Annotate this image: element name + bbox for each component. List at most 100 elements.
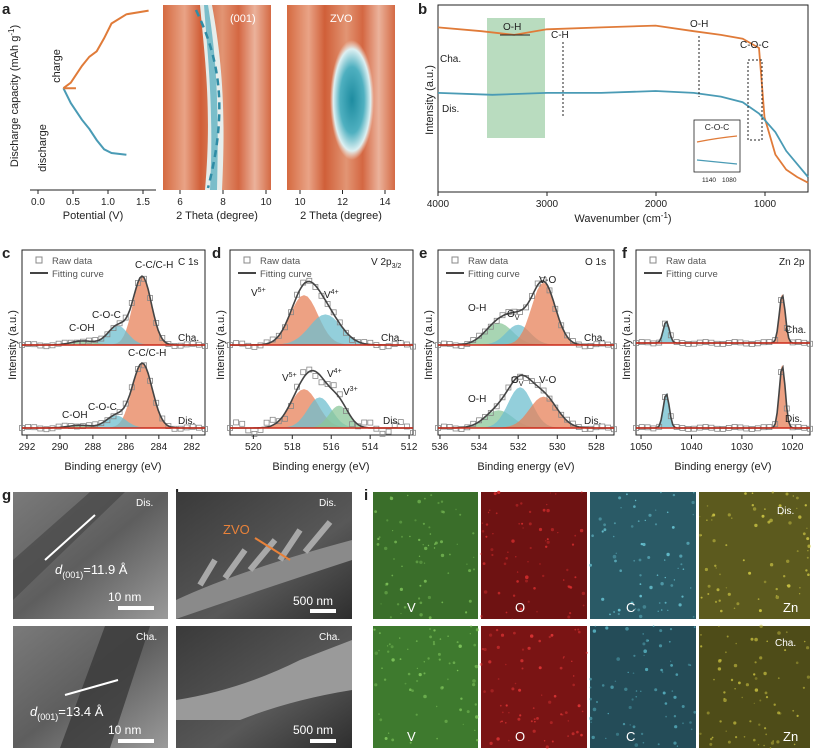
h-dis-scalebar [310,609,336,613]
eds-speckle [660,609,663,611]
eds-speckle [765,733,768,736]
eds-speckle [436,737,438,740]
xps-f-component [654,393,679,429]
eds-speckle [538,666,542,670]
xps-e-raw-point [546,395,553,402]
xps-d-raw-point [306,277,313,284]
xps-e-raw-point [540,277,547,283]
eds-speckle [634,499,637,502]
eds-speckle [759,624,763,628]
xps-e-raw-point [611,426,617,433]
xps-d-raw-point [300,369,307,376]
g-dis-scalebar [118,606,154,610]
eds-speckle [374,651,378,655]
c-xlabel: Binding energy (eV) [64,461,161,473]
eds-speckle [792,709,795,712]
eds-speckle [456,543,458,545]
map1-xticks: 6 8 10 [177,190,272,208]
eds-speckle [754,523,758,528]
eds-speckle [428,526,431,529]
b-inset-dis [696,159,738,165]
eds-speckle [670,664,673,667]
xps-e-tick-label: 536 [432,442,449,453]
eds-speckle [660,582,664,586]
xps-d-tick-label: 516 [323,442,340,453]
xps-e-tick-label: 534 [471,442,488,453]
eds-speckle [639,594,642,598]
eds-speckle [714,564,717,567]
xps-f-raw-point [702,339,709,345]
i-dis-v: V [407,600,416,615]
eds-speckle [745,683,750,687]
eds-speckle [474,665,476,667]
eds-speckle [459,708,462,712]
eds-speckle [605,737,607,740]
eds-speckle [492,533,494,535]
eds-dis-o [481,492,587,619]
eds-speckle [631,698,634,701]
map2-zvo-peak [330,40,374,160]
xps-d-tick-label: 512 [401,442,418,453]
eds-speckle [785,492,789,496]
xps-e-raw-point [446,340,453,347]
eds-speckle [581,591,586,596]
eds-speckle [773,703,776,706]
eds-speckle [497,678,500,680]
eds-speckle [456,669,459,672]
f-ylabel: Intensity (a.u.) [621,310,633,380]
xps-e-raw-point [587,342,594,349]
eds-speckle [389,496,394,501]
eds-speckle [589,716,593,721]
eds-speckle [700,645,703,648]
eds-speckle [549,721,553,725]
xps-f-raw-point [685,340,692,347]
b-coc-box [747,59,763,141]
eds-speckle [439,638,442,640]
xps-e-raw-point [540,387,547,394]
xps-c-raw-point [98,420,105,427]
eds-speckle [489,633,493,637]
xps-c-raw-point [25,340,32,347]
d-xlabel: Binding energy (eV) [272,461,369,473]
xps-d-raw-point [391,341,398,347]
xps-c-raw-point [189,340,196,347]
eds-speckle [533,587,536,590]
eds-speckle [633,654,636,657]
eds-speckle [473,643,477,647]
eds-speckle [628,705,632,710]
eds-speckle [516,580,519,583]
eds-speckle [490,548,494,552]
eds-speckle [632,672,635,674]
eds-speckle [440,553,445,558]
eds-speckle [778,504,782,508]
eds-speckle [679,554,683,558]
eds-speckle [407,648,409,650]
eds-speckle [472,679,476,683]
eds-speckle [538,639,541,643]
eds-speckle [657,743,660,746]
eds-speckle [677,567,679,569]
eds-speckle [545,745,549,749]
eds-speckle [447,678,449,681]
xps-f-tick-label: 1050 [630,442,653,453]
h-cha-scale: 500 nm [293,723,333,737]
d-plot: 520 518 516 514 512 [227,277,418,453]
eds-speckle [407,672,411,676]
eds-speckle [423,694,427,699]
eds-speckle [617,608,621,612]
eds-speckle [519,607,523,611]
eds-speckle [717,667,722,671]
eds-speckle [738,681,741,685]
eds-speckle [469,633,471,635]
f-dis-label: Dis. [785,414,802,425]
eds-speckle [660,668,663,672]
eds-speckle [460,697,463,700]
eds-speckle [592,629,597,633]
eds-speckle [775,587,778,591]
eds-speckle [759,699,762,702]
eds-speckle [381,667,383,669]
eds-speckle [796,496,799,500]
eds-speckle [470,625,473,628]
f-legend-raw: Raw data [666,256,707,267]
eds-speckle [727,513,731,517]
